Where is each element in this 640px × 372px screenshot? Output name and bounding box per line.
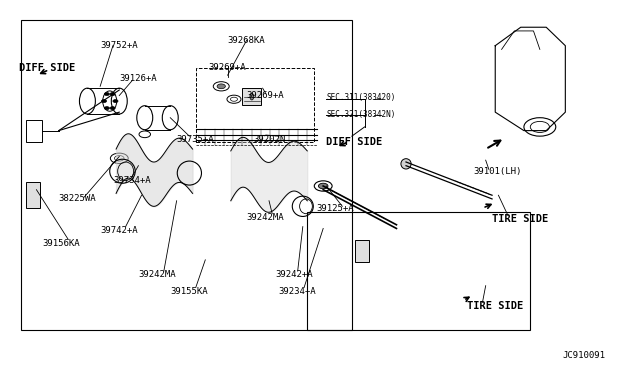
Text: 39752+A: 39752+A	[100, 41, 138, 50]
Text: 39125+A: 39125+A	[317, 203, 355, 213]
Text: 39735+A: 39735+A	[177, 135, 214, 144]
Text: 39742+A: 39742+A	[100, 226, 138, 235]
Text: 39269+A: 39269+A	[246, 91, 284, 100]
Text: TIRE SIDE: TIRE SIDE	[492, 214, 548, 224]
Text: 39242+A: 39242+A	[275, 270, 313, 279]
Text: SEC.311(383420): SEC.311(383420)	[326, 93, 396, 102]
Circle shape	[110, 93, 115, 96]
Text: 39126+A: 39126+A	[119, 74, 157, 83]
Text: TIRE SIDE: TIRE SIDE	[467, 301, 523, 311]
Ellipse shape	[217, 84, 225, 89]
Text: DIFF SIDE: DIFF SIDE	[326, 137, 383, 147]
Circle shape	[113, 100, 118, 103]
Bar	[26, 182, 40, 208]
Bar	[307, 212, 531, 330]
Bar	[355, 240, 369, 262]
Circle shape	[110, 107, 115, 110]
Bar	[26, 119, 42, 142]
Bar	[243, 88, 261, 105]
Ellipse shape	[250, 93, 253, 100]
Circle shape	[104, 107, 109, 110]
Text: 39734+A: 39734+A	[113, 176, 150, 185]
Text: 39202N: 39202N	[253, 135, 285, 144]
Text: 39234+A: 39234+A	[278, 287, 316, 296]
Text: SEC.321(38342N): SEC.321(38342N)	[326, 109, 396, 119]
Ellipse shape	[319, 183, 328, 189]
Text: 39156KA: 39156KA	[43, 239, 81, 248]
Text: 39269+A: 39269+A	[209, 63, 246, 72]
Bar	[20, 20, 352, 330]
Text: 39242MA: 39242MA	[138, 270, 176, 279]
Bar	[196, 68, 314, 142]
Circle shape	[101, 100, 106, 103]
Circle shape	[104, 93, 109, 96]
Text: 39242MA: 39242MA	[246, 213, 284, 222]
Text: 39155KA: 39155KA	[170, 287, 208, 296]
Ellipse shape	[401, 159, 411, 169]
Text: 39268KA: 39268KA	[228, 36, 265, 45]
Text: JC910091: JC910091	[562, 351, 605, 360]
Text: 39101(LH): 39101(LH)	[473, 167, 522, 176]
Text: DIFF SIDE: DIFF SIDE	[19, 63, 76, 73]
Text: 38225WA: 38225WA	[59, 195, 97, 203]
